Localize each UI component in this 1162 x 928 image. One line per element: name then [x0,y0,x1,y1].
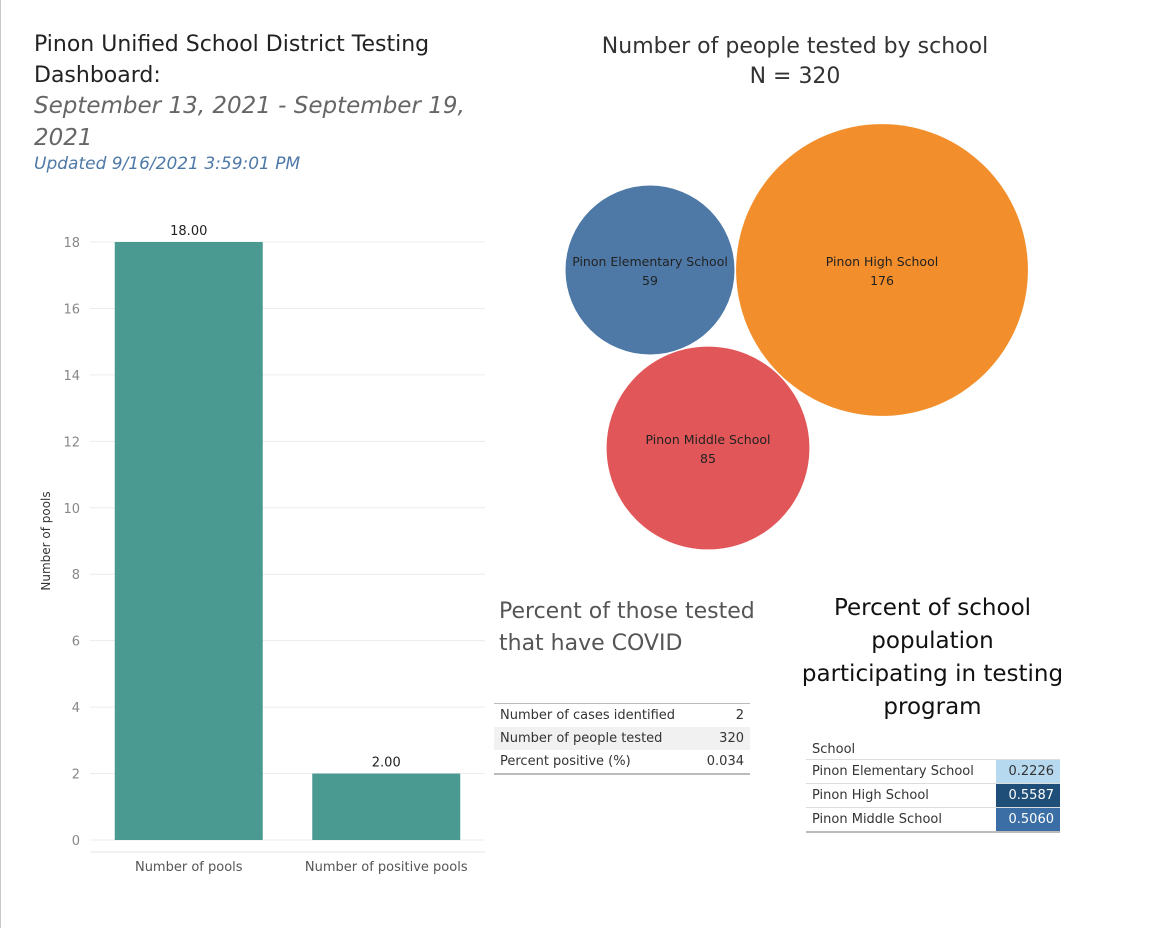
bubble-value: 59 [642,273,658,288]
bubble-label: Pinon High School [826,254,938,269]
row-value: 320 [696,727,750,750]
table-row[interactable]: Number of cases identified 2 [494,703,750,727]
row-label: Percent positive (%) [494,750,697,775]
bubble-value: 176 [870,273,894,288]
y-tick-label: 18 [63,236,80,251]
table-row[interactable]: Percent positive (%) 0.034 [494,750,750,775]
bubble [606,346,810,550]
table-row[interactable]: Pinon Middle School 0.5060 [806,807,1060,833]
participation-value: 0.5587 [996,783,1060,808]
x-tick-label: Number of positive pools [305,860,468,875]
frame-edge [0,0,1,928]
updated-timestamp: Updated 9/16/2021 3:59:01 PM [34,154,301,174]
bar [114,242,263,840]
covid-percent-title: Percent of those tested that have COVID [499,599,755,656]
y-tick-label: 16 [63,302,80,317]
row-label: Number of people tested [494,727,697,750]
bubble [565,185,735,355]
table-row[interactable]: Pinon High School 0.5587 [806,783,1060,808]
bar [312,773,461,840]
table-row[interactable]: Pinon Elementary School 0.2226 [806,759,1060,784]
table-header-row: School [806,739,1060,760]
row-value: 2 [696,703,750,727]
participation-table: School Pinon Elementary School 0.2226 Pi… [806,739,1060,833]
y-tick-label: 6 [72,635,80,650]
column-header-value [996,739,1060,760]
school-name: Pinon High School [806,783,996,808]
column-header-school: School [812,741,856,757]
y-tick-label: 8 [72,568,80,583]
bubble-chart-title: Number of people tested by school N = 32… [560,32,1030,92]
bar-value-label: 2.00 [372,756,401,771]
bubble-label: Pinon Elementary School [572,254,728,269]
y-tick-label: 10 [63,502,80,517]
bubble-label: Pinon Middle School [646,432,771,447]
y-tick-label: 0 [72,834,80,849]
bubble-chart-subtitle: N = 320 [749,64,841,89]
bar-value-label: 18.00 [170,224,207,239]
school-name: Pinon Elementary School [806,759,996,784]
y-tick-label: 2 [72,768,80,783]
row-value: 0.034 [696,750,750,775]
participation-title: Percent of school population participati… [801,595,1064,720]
y-tick-label: 12 [63,435,80,450]
covid-summary-table: Number of cases identified 2 Number of p… [494,703,750,775]
y-tick-label: 14 [63,369,80,384]
date-range: September 13, 2021 - September 19, 2021 [34,93,465,151]
pools-bar-chart: 0 2 4 6 8 10 12 14 16 18 18.00 Number of pools 2.00 N… [39,224,485,875]
y-axis-label: Number of pools [39,491,53,590]
dashboard-title: Pinon Unified School District Testing Da… [34,32,430,88]
participation-value: 0.2226 [996,759,1060,784]
school-name: Pinon Middle School [806,807,996,833]
bubble [736,124,1028,416]
tested-by-school-bubble-chart: Pinon Elementary School 59 Pinon High Scho… [565,124,1028,550]
x-tick-label: Number of pools [135,860,243,875]
y-tick-label: 4 [72,701,80,716]
row-label: Number of cases identified [494,703,697,727]
table-row[interactable]: Number of people tested 320 [494,727,750,750]
bubble-value: 85 [700,451,716,466]
participation-value: 0.5060 [996,807,1060,833]
bubble-chart-title-text: Number of people tested by school [601,34,989,59]
